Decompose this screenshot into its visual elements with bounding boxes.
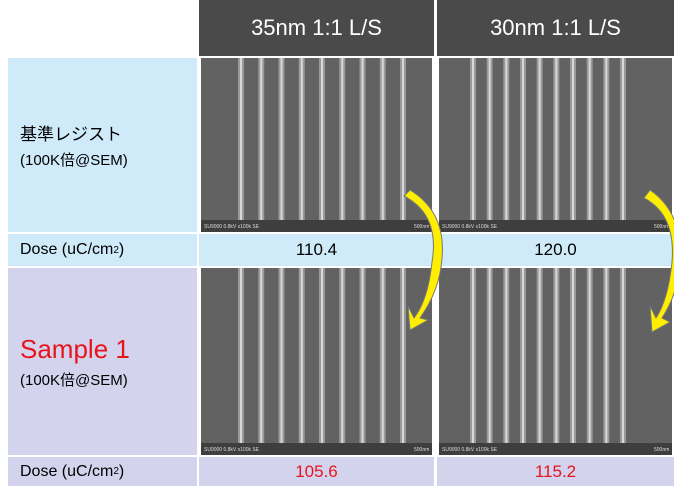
sem-line-edge [301,268,303,443]
sem-line-edge [260,268,262,443]
sem-line-edge [281,58,283,220]
sem-background [201,58,432,232]
sem-line-edge [605,268,607,443]
sem-line-edge [362,58,364,220]
row-sublabel: (100K倍@SEM) [20,149,197,170]
sem-image: SU9000 0.8kV x100k SE 500nm [439,268,672,455]
row-label-cell: Sample 1 (100K倍@SEM) [8,268,197,455]
sem-line-edge [555,268,557,443]
sem-scale: 500nm [654,224,669,230]
sem-line-edge [605,58,607,220]
sem-line-edge [505,268,507,443]
sem-line-edge [382,268,384,443]
sem-line-edge [402,268,404,443]
sem-line-edge [572,58,574,220]
sem-line-edge [321,58,323,220]
sem-line-edge [522,58,524,220]
sem-scale: 500nm [654,447,669,453]
sem-line-edge [589,268,591,443]
sem-line-edge [281,268,283,443]
sem-caption: SU9000 0.8kV x100k SE [442,224,498,230]
sem-line-edge [341,58,343,220]
sem-line-edge [539,268,541,443]
sem-line-edge [505,58,507,220]
sem-caption: SU9000 0.8kV x100k SE [204,447,260,453]
sem-line-edge [472,268,474,443]
sem-background [201,268,432,455]
sem-line-edge [321,268,323,443]
sem-caption: SU9000 0.8kV x100k SE [442,447,498,453]
sem-line-edge [382,58,384,220]
sem-image: SU9000 0.8kV x100k SE 500nm [201,268,432,455]
sem-line-edge [240,58,242,220]
row-label: 基準レジスト [20,120,197,145]
row-label-cell: 基準レジスト (100K倍@SEM) [8,58,197,232]
dose-text: Dose (uC/cm [20,241,113,259]
sem-line-edge [472,58,474,220]
column-header: 35nm 1:1 L/S [199,0,434,56]
sem-line-edge [555,58,557,220]
dose-text: Dose (uC/cm [20,463,113,481]
sem-line-edge [489,268,491,443]
dose-value: 120.0 [437,234,674,266]
sem-line-edge [589,58,591,220]
column-header: 30nm 1:1 L/S [437,0,674,56]
sem-line-edge [622,268,624,443]
dose-end: ) [119,241,124,259]
row-sublabel: (100K倍@SEM) [20,369,197,390]
sem-line-edge [622,58,624,220]
sem-caption: SU9000 0.8kV x100k SE [204,224,260,230]
sem-scale: 500nm [414,447,429,453]
dose-value: 115.2 [437,457,674,486]
sem-line-edge [260,58,262,220]
dose-value: 110.4 [199,234,434,266]
sem-line-edge [539,58,541,220]
sem-line-edge [301,58,303,220]
sem-line-edge [362,268,364,443]
sem-line-edge [240,268,242,443]
sem-scale: 500nm [414,224,429,230]
sem-line-edge [341,268,343,443]
sem-image: SU9000 0.8kV x100k SE 500nm [439,58,672,232]
sem-line-edge [402,58,404,220]
sem-line-edge [522,268,524,443]
dose-value: 105.6 [199,457,434,486]
dose-end: ) [119,463,124,481]
page: 35nm 1:1 L/S 30nm 1:1 L/S 基準レジスト (100K倍@… [0,0,674,486]
sem-line-edge [572,268,574,443]
row-label: Sample 1 [20,334,197,365]
sem-image: SU9000 0.8kV x100k SE 500nm [201,58,432,232]
sem-line-edge [489,58,491,220]
